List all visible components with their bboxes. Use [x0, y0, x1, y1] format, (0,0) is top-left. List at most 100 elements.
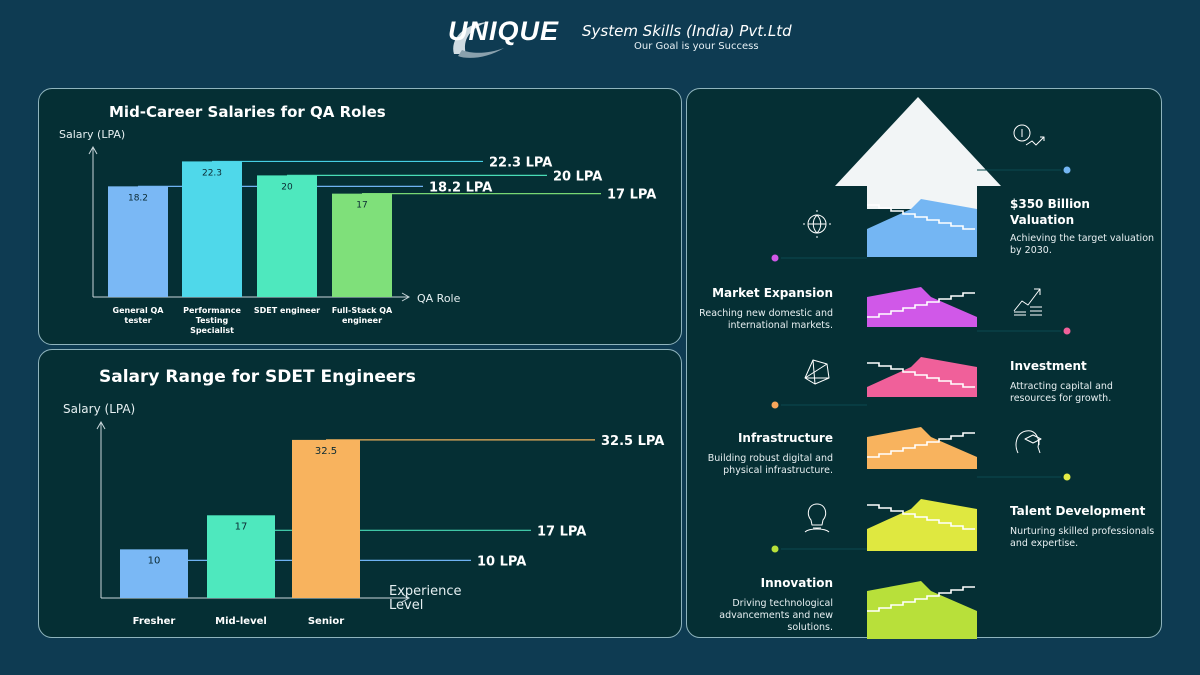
- x-axis-arrow-icon: [401, 593, 411, 603]
- milestone-dot: [771, 254, 779, 262]
- x-axis-arrow-icon: [401, 292, 411, 302]
- bar: [108, 186, 168, 297]
- milestone-title: Investment: [1010, 359, 1087, 373]
- globe-icon-path: [803, 210, 831, 238]
- category-label: Full-Stack QA engineer: [332, 306, 393, 325]
- callout-value-label: 10 LPA: [477, 554, 526, 569]
- milestone-description: Nurturing skilled professionals and exper…: [1010, 526, 1154, 549]
- brand-logo: UNIQUE System Skills (India) Pvt.Ltd Our…: [448, 14, 792, 62]
- network-icon-path: [804, 359, 830, 385]
- bar: [292, 439, 360, 598]
- stair-step-line: [867, 292, 975, 318]
- milestone-dot: [1063, 473, 1071, 481]
- milestone-description-line: international markets.: [728, 320, 833, 331]
- milestone-dot: [771, 401, 779, 409]
- milestone-description-line: resources for growth.: [1010, 393, 1111, 404]
- milestone-description-line: Driving technological: [732, 598, 833, 609]
- milestone-title-line: Valuation: [1010, 213, 1074, 227]
- y-axis-arrow-icon: [88, 145, 98, 155]
- milestone-title: Infrastructure: [738, 431, 833, 445]
- milestone-description-line: advancements and new: [719, 610, 833, 621]
- dollar-trend-icon-path: [1013, 124, 1045, 146]
- callout-value-label: 32.5 LPA: [601, 434, 664, 449]
- x-axis-label-line: Experience: [389, 584, 462, 599]
- bar: [257, 175, 317, 297]
- bar-value-label: 20: [281, 182, 293, 192]
- stair-step-line: [867, 586, 975, 612]
- milestone-description-line: and expertise.: [1010, 538, 1078, 549]
- milestone-description-line: physical infrastructure.: [723, 465, 833, 476]
- callout-value-label: 20 LPA: [553, 169, 602, 184]
- stair-step-line: [867, 362, 975, 388]
- x-axis-label: Experience Level: [389, 584, 462, 613]
- category-label-line: SDET engineer: [254, 306, 320, 315]
- brand-company-name: System Skills (India) Pvt.Ltd: [582, 22, 792, 40]
- category-label-line: Fresher: [133, 616, 176, 627]
- milestone-title: Market Expansion: [712, 286, 833, 300]
- arrow-segment: [867, 499, 977, 551]
- growth-arrow-infographic: Innovation Driving technological advanceme…: [699, 97, 1154, 639]
- bar: [182, 161, 242, 297]
- bar-value-label: 22.3: [202, 168, 222, 178]
- category-label-line: engineer: [342, 316, 382, 325]
- chart-title: Mid-Career Salaries for QA Roles: [109, 103, 386, 121]
- brand-wordmark: UNIQUE: [448, 16, 560, 46]
- milestone-description-line: solutions.: [787, 622, 833, 633]
- category-label-line: Specialist: [190, 326, 234, 335]
- callout-value-label: 18.2 LPA: [429, 180, 492, 195]
- milestone-description: Driving technological advancements and ne…: [719, 598, 833, 633]
- brain-graduation-icon-path: [1015, 430, 1042, 454]
- bar-value-label: 18.2: [128, 193, 148, 203]
- arrow-segment: [867, 357, 977, 397]
- stair-step-line: [867, 504, 975, 530]
- arrow-segment: [867, 287, 977, 327]
- sdet-salary-panel: Salary Range for SDET Engineers Salary (L…: [38, 349, 682, 638]
- category-label-line: Full-Stack QA: [332, 306, 393, 315]
- y-axis-label: Salary (LPA): [63, 402, 135, 416]
- brand-tagline: Our Goal is your Success: [634, 41, 759, 52]
- x-axis-label-line: Level: [389, 598, 423, 613]
- bar: [207, 515, 275, 598]
- category-label: Performance Testing Specialist: [183, 306, 241, 335]
- milestone-dot: [771, 545, 779, 553]
- category-label: Mid-level: [215, 616, 267, 627]
- chart-title: Salary Range for SDET Engineers: [99, 367, 416, 387]
- category-label-line: Mid-level: [215, 616, 267, 627]
- milestone-description-line: Building robust digital and: [708, 453, 833, 464]
- milestone-dot: [1063, 166, 1071, 174]
- milestone-title: Talent Development: [1010, 504, 1146, 518]
- y-axis-label: Salary (LPA): [59, 128, 125, 141]
- callout-value-label: 22.3 LPA: [489, 155, 552, 170]
- category-label-line: General QA: [113, 306, 165, 315]
- category-label-line: Performance: [183, 306, 241, 315]
- category-label-line: Senior: [308, 616, 344, 627]
- qa-salary-chart: Mid-Career Salaries for QA Roles Salary (…: [59, 103, 656, 335]
- bar: [120, 549, 188, 598]
- callout-value-label: 17 LPA: [537, 524, 586, 539]
- milestone-description-line: Attracting capital and: [1010, 381, 1113, 392]
- stair-step-line: [867, 204, 975, 230]
- stair-step-line: [867, 432, 975, 458]
- milestone-description: Building robust digital and physical infr…: [708, 453, 833, 476]
- y-axis-arrow-icon: [96, 420, 106, 430]
- growth-coins-icon-path: [1013, 288, 1042, 316]
- sdet-salary-chart: Salary Range for SDET Engineers Salary (L…: [63, 367, 664, 627]
- milestone-title: Innovation: [761, 576, 833, 590]
- logo-swoosh-icon: [453, 22, 504, 58]
- milestone-dot: [1063, 327, 1071, 335]
- milestone-description-line: by 2030.: [1010, 245, 1052, 256]
- category-label-line: tester: [124, 316, 151, 325]
- milestone-description-line: Reaching new domestic and: [699, 308, 833, 319]
- arrow-segment: [867, 427, 977, 469]
- callout-value-label: 17 LPA: [607, 188, 656, 203]
- milestone-description: Achieving the target valuation by 2030.: [1010, 233, 1154, 256]
- category-label: SDET engineer: [254, 306, 320, 315]
- bar-value-label: 10: [148, 555, 161, 566]
- milestone-description: Reaching new domestic and international m…: [699, 308, 833, 331]
- brain-graduation-icon: [1015, 430, 1042, 454]
- category-label-line: Testing: [196, 316, 229, 325]
- growth-infographic-panel: Innovation Driving technological advanceme…: [686, 88, 1162, 639]
- milestone-description-line: Nurturing skilled professionals: [1010, 526, 1154, 537]
- arrow-segment: [867, 199, 977, 257]
- qa-salary-panel: Mid-Career Salaries for QA Roles Salary (…: [38, 88, 682, 345]
